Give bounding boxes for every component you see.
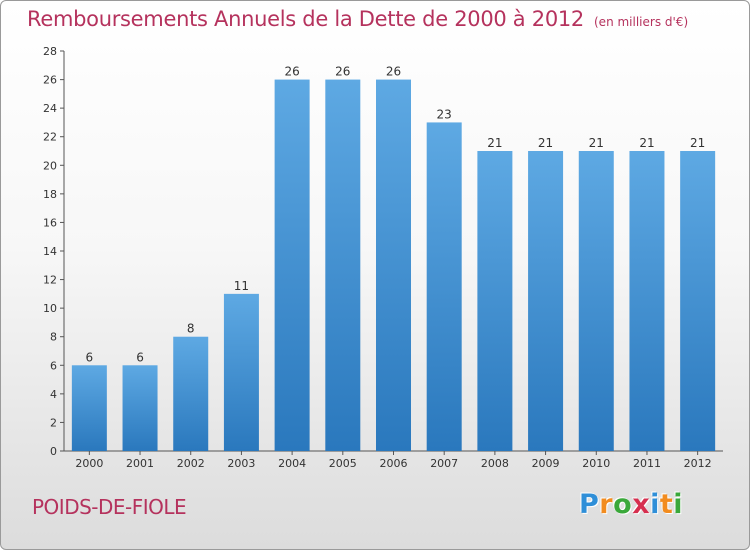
bar-2011: [629, 151, 665, 451]
value-label-2008: 21: [487, 136, 502, 150]
chart-bars: [71, 79, 716, 452]
bar-2002: [173, 336, 209, 451]
logo-letter: r: [599, 489, 614, 520]
logo-letter: t: [659, 489, 674, 520]
bar-2012: [680, 151, 716, 451]
bar-2007: [426, 122, 462, 451]
bar-2001: [122, 365, 158, 451]
y-tick-label: 4: [50, 388, 57, 401]
value-label-2009: 21: [538, 136, 553, 150]
x-tick-label-2010: 2010: [582, 457, 610, 470]
chart-title-text: Remboursements Annuels de la Dette de 20…: [27, 7, 584, 31]
value-label-2002: 8: [187, 322, 195, 336]
x-tick-label-2000: 2000: [75, 457, 103, 470]
value-label-2011: 21: [639, 136, 654, 150]
bar-2009: [528, 151, 564, 451]
bar-2003: [223, 293, 259, 451]
y-tick-label: 10: [43, 302, 57, 315]
logo-letter: o: [613, 489, 633, 520]
chart-title: Remboursements Annuels de la Dette de 20…: [27, 7, 688, 31]
bar-2008: [477, 151, 513, 451]
y-tick-label: 20: [43, 159, 57, 172]
x-tick-label-2005: 2005: [329, 457, 357, 470]
x-tick-label-2011: 2011: [633, 457, 661, 470]
town-name: POIDS-DE-FIOLE: [32, 495, 187, 519]
value-label-2007: 23: [437, 107, 452, 121]
value-label-2005: 26: [335, 65, 350, 79]
y-tick-label: 12: [43, 274, 57, 287]
value-label-2001: 6: [136, 350, 144, 364]
y-tick-label: 18: [43, 188, 57, 201]
logo-letter: i: [673, 489, 684, 520]
x-tick-label-2002: 2002: [177, 457, 205, 470]
logo-letter: i: [650, 489, 660, 520]
value-label-2012: 21: [690, 136, 705, 150]
x-tick-label-2012: 2012: [684, 457, 712, 470]
x-tick-label-2006: 2006: [380, 457, 408, 470]
y-tick-label: 6: [50, 359, 57, 372]
proxiti-logo[interactable]: Proxiti: [579, 489, 683, 520]
y-tick-label: 14: [43, 245, 57, 258]
x-tick-label-2004: 2004: [278, 457, 306, 470]
x-tick-label-2007: 2007: [430, 457, 458, 470]
y-tick-label: 0: [50, 445, 57, 458]
y-tick-label: 26: [43, 74, 57, 87]
value-label-2000: 6: [86, 350, 94, 364]
x-tick-label-2009: 2009: [532, 457, 560, 470]
chart-labels: 6 2000 6 2001 8 2002 11 2003 26 2004 26 2005 26 2006 2…: [75, 65, 711, 470]
y-tick-label: 28: [43, 45, 57, 58]
bar-2006: [376, 79, 411, 452]
chart-unit: (en milliers d'€): [594, 15, 689, 29]
x-tick-label-2001: 2001: [126, 457, 154, 470]
value-label-2004: 26: [284, 65, 299, 79]
y-tick-label: 24: [43, 102, 57, 115]
bar-2000: [71, 365, 107, 451]
y-tick-label: 2: [50, 416, 57, 429]
value-label-2003: 11: [234, 279, 249, 293]
x-tick-label-2008: 2008: [481, 457, 509, 470]
bar-2005: [325, 79, 361, 452]
y-tick-label: 22: [43, 131, 57, 144]
y-tick-label: 8: [50, 331, 57, 344]
value-label-2006: 26: [386, 65, 401, 79]
y-tick-label: 16: [43, 216, 57, 229]
x-tick-label-2003: 2003: [227, 457, 255, 470]
bar-2010: [578, 151, 614, 451]
bar-2004: [274, 79, 310, 452]
logo-letter: x: [632, 489, 651, 520]
logo-letter: P: [579, 489, 600, 520]
value-label-2010: 21: [589, 136, 604, 150]
